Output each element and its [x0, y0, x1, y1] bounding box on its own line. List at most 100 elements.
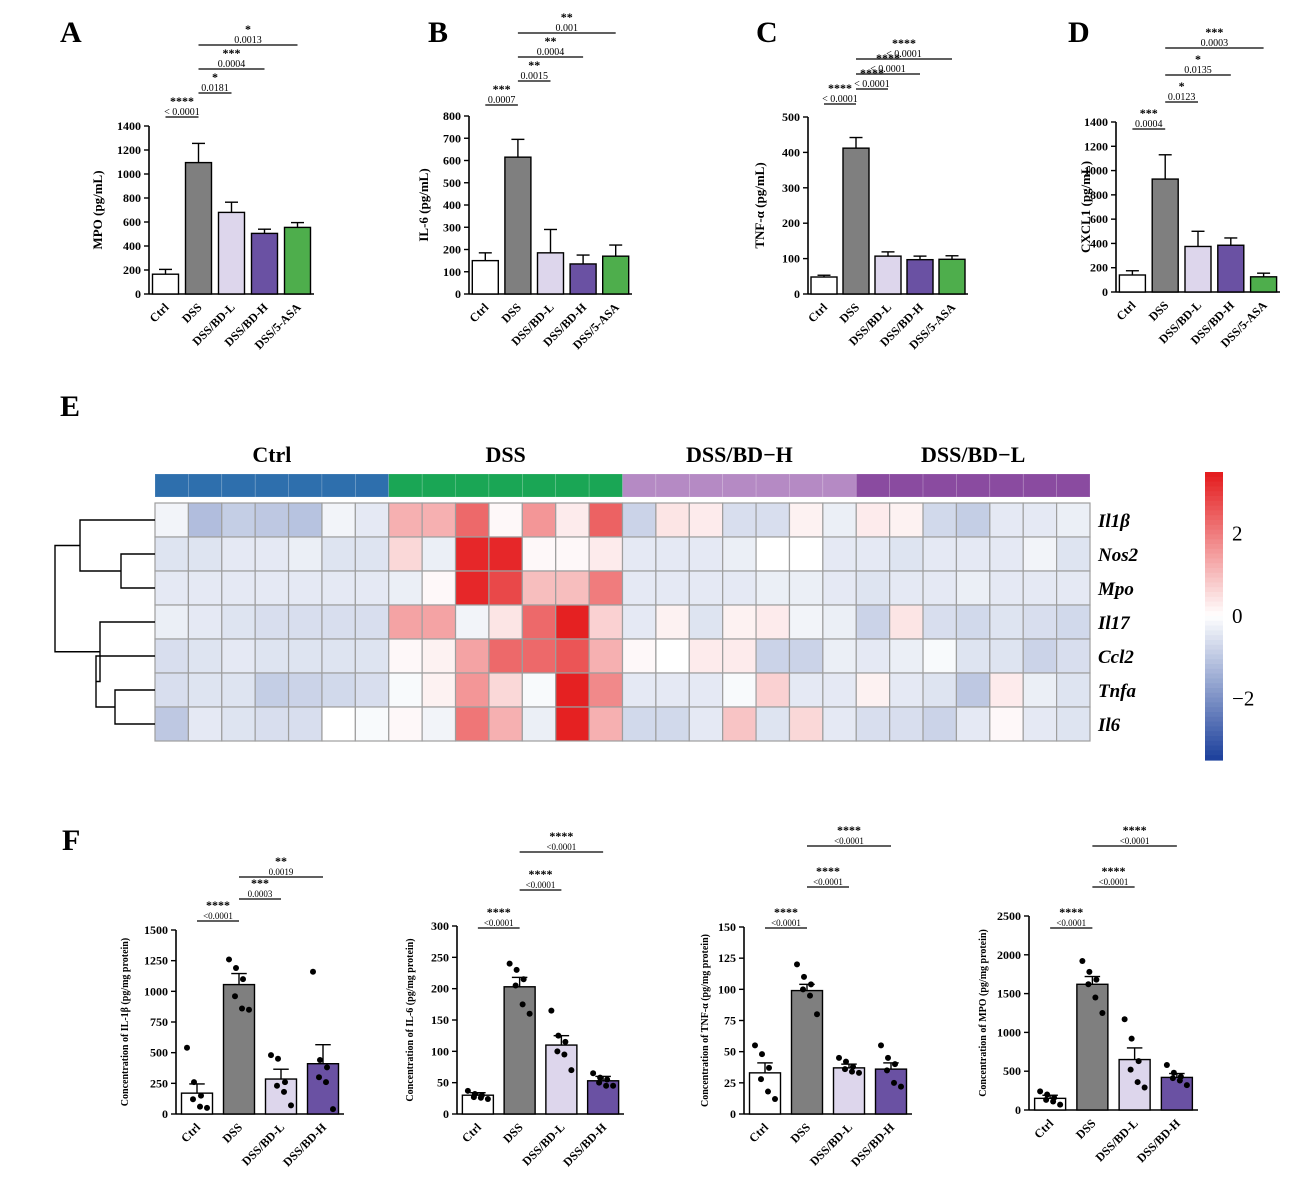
p-value-label: <0.0001 — [1120, 836, 1150, 846]
y-tick-label: 0 — [794, 287, 800, 301]
heatmap-cell — [855, 638, 891, 674]
data-point — [898, 1083, 904, 1090]
heatmap-cell — [555, 570, 590, 606]
bar — [1249, 276, 1278, 293]
y-tick-label: 800 — [443, 109, 461, 123]
data-point — [590, 1070, 597, 1077]
heatmap-cell — [421, 570, 457, 606]
data-point — [1163, 1061, 1170, 1068]
heatmap-cell — [889, 672, 924, 708]
data-point — [1079, 958, 1086, 965]
data-point — [758, 1076, 764, 1083]
gene-label: Il17 — [1097, 613, 1131, 634]
significance-stars: **** — [1123, 823, 1147, 837]
bar — [1184, 245, 1212, 293]
data-point — [274, 1082, 280, 1089]
heatmap-cell — [221, 570, 256, 606]
significance-stars: *** — [1205, 25, 1223, 39]
gene-label: Tnfa — [1098, 681, 1137, 702]
significance-stars: **** — [876, 51, 900, 65]
bar — [503, 986, 536, 1115]
data-point — [850, 1063, 856, 1070]
heatmap-cell — [621, 604, 657, 640]
p-value-label: 0.0007 — [488, 95, 516, 106]
y-tick-label: 300 — [782, 181, 800, 195]
data-point — [892, 1061, 898, 1068]
y-tick-label: 200 — [123, 263, 141, 277]
panel-label-c: C — [756, 16, 778, 49]
heatmap-cell — [755, 672, 791, 708]
heatmap-cell — [354, 638, 390, 674]
group-annotation-cell — [355, 473, 390, 498]
y-tick-label: 1000 — [117, 167, 141, 181]
heatmap-cell — [688, 604, 724, 640]
group-annotation-cell — [588, 473, 623, 498]
heatmap-cell — [688, 536, 724, 572]
colorbar-segment — [1205, 486, 1223, 492]
y-tick-label: 300 — [431, 919, 449, 933]
heatmap-cell — [388, 638, 423, 674]
colorbar-segment — [1205, 592, 1223, 598]
x-tick-label: DSS — [179, 300, 205, 326]
heatmap-cell — [889, 706, 924, 742]
chart-f3: 0 25 50 75 100 125 150 Concentration of TNF-α (… — [700, 823, 912, 1169]
significance-stars: *** — [493, 82, 511, 96]
heatmap-cell — [154, 570, 189, 606]
significance-stars: ** — [545, 34, 557, 48]
significance-stars: **** — [1059, 905, 1083, 919]
heatmap-cell — [922, 672, 958, 708]
group-label: DSS — [485, 442, 525, 467]
heatmap-cell — [788, 672, 824, 708]
data-point — [885, 1054, 891, 1061]
heatmap-cell — [454, 672, 490, 708]
data-point — [1169, 1075, 1176, 1082]
group-annotation-cell — [488, 473, 523, 498]
data-point — [519, 1001, 526, 1008]
heatmap-cell — [1022, 502, 1058, 538]
x-tick-label: Ctrl — [1031, 1116, 1056, 1141]
heatmap-cell — [722, 706, 757, 742]
heatmap-cell — [221, 638, 256, 674]
colorbar-segment — [1205, 702, 1223, 708]
data-point — [526, 1010, 533, 1017]
group-label: Ctrl — [252, 442, 291, 467]
group-annotation-cell — [855, 473, 890, 498]
colorbar-segment — [1205, 630, 1223, 636]
y-tick-label: 75 — [724, 1014, 736, 1028]
data-point — [232, 993, 238, 1000]
y-tick-label: 2500 — [997, 909, 1021, 923]
colorbar-segment — [1205, 712, 1223, 718]
heatmap-cell — [1056, 570, 1091, 606]
data-point — [807, 992, 813, 999]
data-point — [281, 1088, 287, 1095]
panel-label-d: D — [1068, 16, 1090, 49]
heatmap-cell — [922, 502, 958, 538]
heatmap-cell — [354, 672, 390, 708]
heatmap-cell — [722, 536, 757, 572]
colorbar-segment — [1205, 654, 1223, 660]
heatmap-cell — [588, 672, 624, 708]
group-annotation-cell — [789, 473, 824, 498]
heatmap-cell — [889, 536, 924, 572]
heatmap-cell — [788, 638, 824, 674]
data-point — [884, 1067, 890, 1074]
heatmap-cell — [755, 638, 791, 674]
significance-stars: *** — [223, 46, 241, 60]
data-point — [568, 1067, 575, 1074]
colorbar-segment — [1205, 745, 1223, 751]
y-tick-label: 1400 — [1084, 115, 1108, 129]
heatmap-cell — [454, 536, 490, 572]
y-tick-label: 400 — [443, 198, 461, 212]
heatmap-cell — [521, 638, 557, 674]
heatmap-cell — [655, 570, 690, 606]
colorbar-segment — [1205, 620, 1223, 627]
group-annotation-cell — [889, 473, 924, 498]
heatmap-cell — [1056, 672, 1091, 708]
y-axis-label: Concentration of IL-1β (pg/mg protein) — [120, 938, 131, 1106]
y-tick-label: 700 — [443, 131, 461, 145]
colorbar-segment — [1205, 587, 1223, 593]
significance-stars: **** — [774, 905, 798, 919]
y-tick-label: 200 — [443, 243, 461, 257]
colorbar-segment — [1205, 649, 1223, 655]
x-tick-label: Ctrl — [147, 300, 172, 325]
